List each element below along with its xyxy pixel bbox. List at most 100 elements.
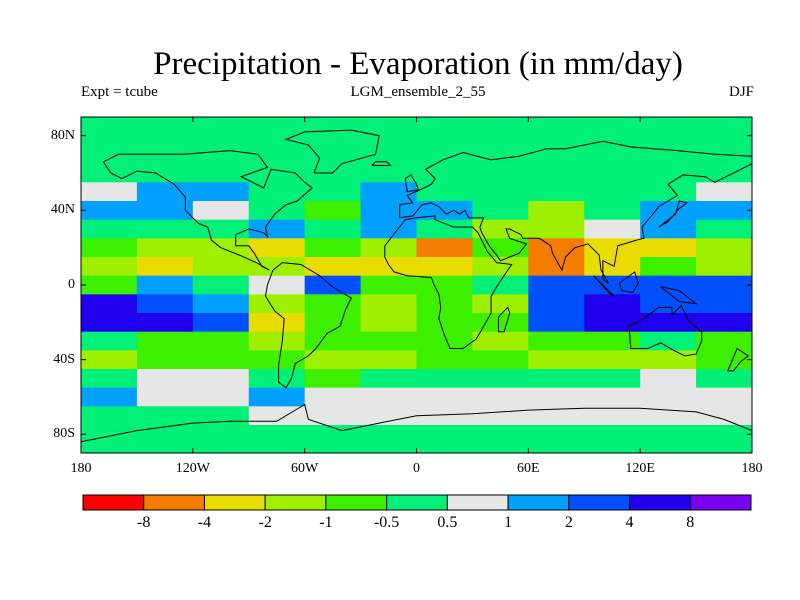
- field-cell: [360, 257, 418, 277]
- field-cell: [472, 313, 529, 333]
- field-cell: [248, 117, 306, 155]
- field-cell: [248, 154, 306, 183]
- colorbar-box: [325, 494, 388, 511]
- field-cell: [416, 182, 474, 202]
- coastline-eurasia: [399, 140, 752, 284]
- field-cell: [528, 154, 585, 183]
- field-cell: [136, 182, 194, 202]
- field-cell: [192, 406, 250, 426]
- field-cell: [248, 219, 306, 239]
- field-cell: [528, 219, 585, 239]
- field-cell: [696, 294, 752, 314]
- field-cell: [360, 238, 418, 258]
- field-cell: [360, 182, 418, 202]
- field-cell: [81, 313, 138, 333]
- field-cell: [528, 369, 585, 389]
- field-cell: [584, 331, 641, 351]
- field-cell: [304, 238, 362, 258]
- coastline-new-zealand: [727, 348, 750, 372]
- field-cell: [528, 201, 585, 221]
- field-cell: [416, 294, 474, 314]
- field-cell: [416, 219, 474, 239]
- coastline-iceland: [371, 161, 392, 166]
- field-cell: [696, 238, 752, 258]
- field-cell: [360, 331, 418, 351]
- field-cell: [136, 387, 194, 407]
- colorbar-box: [689, 494, 752, 511]
- field-cell: [528, 294, 585, 314]
- x-tick-label: 180: [741, 461, 763, 476]
- field-cell: [640, 238, 697, 258]
- ensemble-label: LGM_ensemble_2_55: [350, 84, 486, 100]
- field-cell: [360, 387, 418, 407]
- field-cell: [81, 294, 138, 314]
- field-cell: [528, 387, 585, 407]
- season-label: DJF: [728, 84, 754, 100]
- field-cell: [136, 117, 194, 155]
- field-cell: [304, 350, 362, 370]
- field-cell: [360, 406, 418, 426]
- field-cell: [248, 350, 306, 370]
- field-cell: [528, 331, 585, 351]
- field-cell: [584, 294, 641, 314]
- field-cell: [472, 238, 529, 258]
- field-cell: [584, 154, 641, 183]
- field-cell: [192, 294, 250, 314]
- field-cell: [416, 313, 474, 333]
- field-cell: [584, 182, 641, 202]
- colorbar-label: 0.5: [437, 514, 458, 531]
- field-cell: [81, 238, 138, 258]
- field-cell: [304, 275, 362, 295]
- field-cell: [584, 313, 641, 333]
- y-tick-label: 40S: [53, 351, 75, 367]
- colorbar-label: 4: [625, 514, 634, 531]
- field-cell: [136, 294, 194, 314]
- x-tick-label: 180: [70, 461, 92, 476]
- field-cell: [136, 350, 194, 370]
- field-cell: [360, 117, 418, 155]
- field-cell: [360, 219, 418, 239]
- field-cell: [248, 275, 306, 295]
- field-cell: [696, 369, 752, 389]
- field-cell: [416, 331, 474, 351]
- field-cell: [304, 331, 362, 351]
- field-cell: [360, 294, 418, 314]
- field-cell: [584, 387, 641, 407]
- field-cell: [81, 350, 138, 370]
- field-cell: [304, 369, 362, 389]
- coastline-antarctica: [81, 403, 752, 453]
- field-cell: [360, 201, 418, 221]
- coastline-japan: [658, 200, 688, 228]
- field-cell: [584, 257, 641, 277]
- coastline-madagascar: [498, 306, 511, 333]
- field-cell: [136, 275, 194, 295]
- field-cell: [304, 294, 362, 314]
- field-cell: [136, 219, 194, 239]
- field-cell: [136, 313, 194, 333]
- field-cell: [360, 275, 418, 295]
- field-cell: [360, 154, 418, 183]
- field-cell: [640, 201, 697, 221]
- field-cell: [304, 406, 362, 426]
- colorbar-label: 8: [686, 514, 695, 531]
- field-cell: [472, 294, 529, 314]
- coastline-uk: [404, 174, 420, 193]
- field-cell: [304, 425, 362, 453]
- colorbar-box: [629, 494, 691, 511]
- field-cell: [192, 201, 250, 221]
- colorbar-label: -1: [319, 514, 333, 531]
- field-cell: [136, 369, 194, 389]
- coastline-africa: [384, 215, 513, 349]
- field-cell: [472, 117, 529, 155]
- field-cell: [640, 154, 697, 183]
- field-cell: [696, 275, 752, 295]
- field-cell: [248, 182, 306, 202]
- field-cell: [304, 201, 362, 221]
- field-cell: [416, 369, 474, 389]
- coastline-south-america: [264, 262, 352, 389]
- field-cell: [640, 425, 697, 453]
- field-cell: [136, 331, 194, 351]
- field-cell: [304, 117, 362, 155]
- colorbar-label: 1: [504, 514, 513, 531]
